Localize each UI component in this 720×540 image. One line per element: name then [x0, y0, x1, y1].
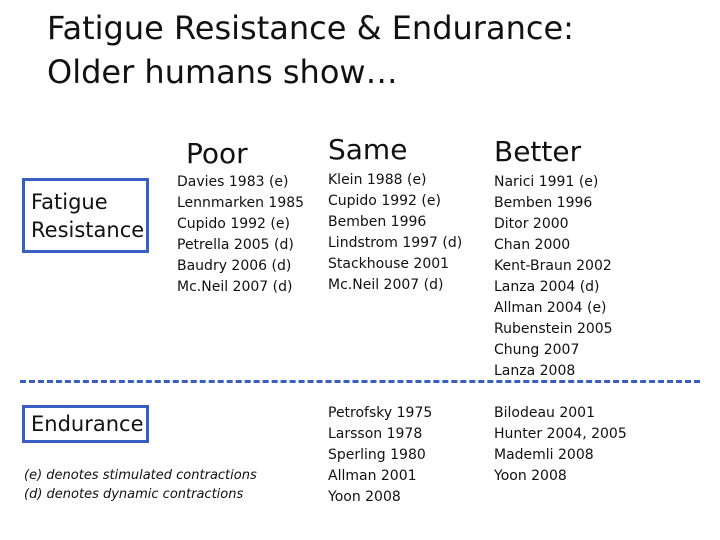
reference-item: Yoon 2008	[328, 489, 401, 505]
column-header-better: Better	[494, 135, 582, 168]
reference-item: Allman 2004 (e)	[494, 300, 607, 316]
column-header-poor: Poor	[186, 137, 248, 170]
row-label-fatigue-line-2: Resistance	[31, 218, 145, 242]
fatigue-same-references: Klein 1988 (e) Cupido 1992 (e) Bemben 19…	[328, 170, 462, 296]
reference-item: Allman 2001	[328, 468, 417, 484]
contraction-legend: (e) denotes stimulated contractions (d) …	[24, 466, 257, 504]
column-header-same: Same	[328, 133, 408, 166]
reference-item: Chung 2007	[494, 342, 580, 358]
row-label-endurance: Endurance	[22, 405, 149, 443]
reference-item: Rubenstein 2005	[494, 321, 613, 337]
reference-item: Lanza 2004 (d)	[494, 279, 600, 295]
reference-item: Lindstrom 1997 (d)	[328, 235, 463, 251]
reference-item: Bilodeau 2001	[494, 405, 595, 421]
reference-item: Bemben 1996	[494, 195, 593, 211]
row-label-fatigue-line-1: Fatigue	[31, 190, 108, 214]
reference-item: Cupido 1992 (e)	[328, 193, 441, 209]
legend-dynamic: (d) denotes dynamic contractions	[24, 487, 244, 502]
reference-item: Lanza 2008	[494, 363, 576, 379]
reference-item: Bemben 1996	[328, 214, 427, 230]
reference-item: Mc.Neil 2007 (d)	[177, 279, 293, 295]
fatigue-poor-references: Davies 1983 (e) Lennmarken 1985 Cupido 1…	[177, 172, 304, 298]
reference-item: Lennmarken 1985	[177, 195, 305, 211]
reference-item: Stackhouse 2001	[328, 256, 450, 272]
endurance-better-references: Bilodeau 2001 Hunter 2004, 2005 Mademli …	[494, 403, 627, 487]
reference-item: Cupido 1992 (e)	[177, 216, 290, 232]
reference-item: Narici 1991 (e)	[494, 174, 599, 190]
reference-item: Hunter 2004, 2005	[494, 426, 627, 442]
title-line-1: Fatigue Resistance & Endurance:	[47, 9, 574, 47]
endurance-same-references: Petrofsky 1975 Larsson 1978 Sperling 198…	[328, 403, 432, 508]
row-label-fatigue-resistance: Fatigue Resistance	[22, 178, 149, 253]
reference-item: Petrella 2005 (d)	[177, 237, 294, 253]
reference-item: Ditor 2000	[494, 216, 569, 232]
reference-item: Yoon 2008	[494, 468, 567, 484]
slide-title: Fatigue Resistance & Endurance: Older hu…	[47, 6, 707, 94]
reference-item: Davies 1983 (e)	[177, 174, 289, 190]
row-divider	[20, 380, 700, 383]
title-line-2: Older humans show…	[47, 53, 398, 91]
reference-item: Baudry 2006 (d)	[177, 258, 292, 274]
reference-item: Sperling 1980	[328, 447, 426, 463]
reference-item: Mc.Neil 2007 (d)	[328, 277, 444, 293]
reference-item: Petrofsky 1975	[328, 405, 433, 421]
reference-item: Klein 1988 (e)	[328, 172, 427, 188]
legend-stimulated: (e) denotes stimulated contractions	[24, 468, 257, 483]
fatigue-better-references: Narici 1991 (e) Bemben 1996 Ditor 2000 C…	[494, 172, 613, 382]
reference-item: Chan 2000	[494, 237, 571, 253]
reference-item: Mademli 2008	[494, 447, 594, 463]
reference-item: Larsson 1978	[328, 426, 423, 442]
reference-item: Kent-Braun 2002	[494, 258, 612, 274]
